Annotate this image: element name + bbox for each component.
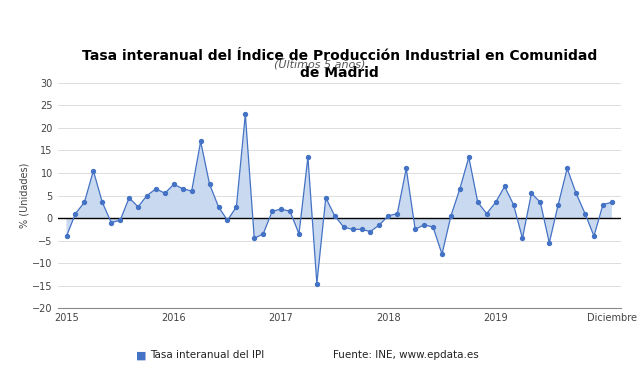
Point <box>607 199 617 205</box>
Point <box>589 233 599 239</box>
Point <box>231 204 241 210</box>
Point <box>490 199 500 205</box>
Point <box>312 280 322 287</box>
Point <box>321 195 331 201</box>
Point <box>88 168 99 174</box>
Point <box>365 229 376 235</box>
Point <box>383 213 394 219</box>
Point <box>553 202 563 208</box>
Point <box>580 211 590 217</box>
Point <box>160 190 170 196</box>
Point <box>276 206 286 212</box>
Point <box>285 208 295 214</box>
Point <box>330 213 340 219</box>
Point <box>571 190 581 196</box>
Point <box>446 213 456 219</box>
Point <box>195 138 205 144</box>
Point <box>481 211 492 217</box>
Point <box>508 202 518 208</box>
Point <box>124 195 134 201</box>
Point <box>133 204 143 210</box>
Point <box>303 154 313 160</box>
Point <box>79 199 90 205</box>
Point <box>267 208 277 214</box>
Point <box>535 199 545 205</box>
Point <box>294 231 304 237</box>
Point <box>437 251 447 257</box>
Point <box>213 204 223 210</box>
Point <box>169 181 179 187</box>
Title: Tasa interanual del Índice de Producción Industrial en Comunidad
de Madrid: Tasa interanual del Índice de Producción… <box>81 49 597 80</box>
Point <box>392 211 403 217</box>
Point <box>562 165 572 171</box>
Point <box>97 199 108 205</box>
Point <box>178 186 188 192</box>
Text: (Últimos 5 años): (Últimos 5 años) <box>275 58 365 70</box>
Point <box>401 165 412 171</box>
Point <box>419 222 429 228</box>
Point <box>222 217 232 223</box>
Text: Tasa interanual del IPI: Tasa interanual del IPI <box>150 350 265 360</box>
Point <box>348 226 358 232</box>
Text: Fuente: INE, www.epdata.es: Fuente: INE, www.epdata.es <box>333 350 479 360</box>
Point <box>187 188 197 194</box>
Point <box>258 231 268 237</box>
Point <box>339 224 349 230</box>
Point <box>70 211 81 217</box>
Point <box>473 199 483 205</box>
Point <box>240 111 250 117</box>
Point <box>106 220 116 226</box>
Point <box>428 224 438 230</box>
Point <box>499 183 509 190</box>
Point <box>598 202 608 208</box>
Point <box>142 193 152 199</box>
Point <box>204 181 214 187</box>
Point <box>464 154 474 160</box>
Point <box>544 240 554 246</box>
Point <box>356 226 367 232</box>
Point <box>374 222 385 228</box>
Point <box>526 190 536 196</box>
Point <box>115 217 125 223</box>
Text: ■: ■ <box>136 350 146 360</box>
Point <box>61 233 72 239</box>
Point <box>249 235 259 241</box>
Point <box>410 226 420 232</box>
Point <box>455 186 465 192</box>
Point <box>151 186 161 192</box>
Point <box>517 235 527 241</box>
Y-axis label: % (Unidades): % (Unidades) <box>19 163 29 228</box>
